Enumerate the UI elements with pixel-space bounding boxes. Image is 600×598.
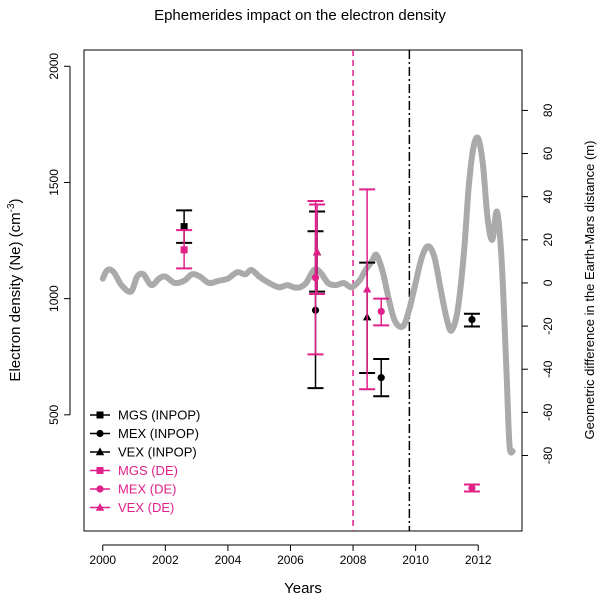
y-right-tick-label: 80 xyxy=(541,103,555,117)
y-right-tick-label: -80 xyxy=(541,447,555,465)
legend: MGS (INPOP) MEX (INPOP) VEX (INPOP) MGS (DE… xyxy=(90,408,200,515)
legend-marker xyxy=(96,467,104,474)
y-left-tick-label: 1500 xyxy=(47,169,61,196)
x-tick-label: 2010 xyxy=(402,553,429,567)
point-vex-de xyxy=(362,284,372,293)
x-axis: 2000 2002 2004 2006 2008 2010 2012 xyxy=(89,544,492,567)
point-vex-de xyxy=(312,247,322,256)
legend-label: VEX (INPOP) xyxy=(118,445,197,460)
y-right-tick-label: 60 xyxy=(541,147,555,161)
legend-label: VEX (DE) xyxy=(118,500,174,515)
y-left-tick-label: 500 xyxy=(47,404,61,424)
y-right-tick-label: 20 xyxy=(541,233,555,247)
point-mgs-de xyxy=(180,246,188,254)
y-left-tick-label: 1000 xyxy=(47,285,61,312)
legend-label: MEX (INPOP) xyxy=(118,426,199,441)
legend-label: MGS (DE) xyxy=(118,463,178,478)
x-tick-label: 2002 xyxy=(152,553,179,567)
x-tick-label: 2008 xyxy=(340,553,367,567)
legend-marker xyxy=(96,429,104,438)
x-tick-label: 2004 xyxy=(215,553,242,567)
point-mex-de xyxy=(377,307,385,316)
point-mex-de xyxy=(311,274,320,282)
point-mgs-inpop xyxy=(180,223,188,231)
x-axis-label: Years xyxy=(284,580,322,597)
x-tick-label: 2012 xyxy=(465,553,492,567)
y-right-tick-label: -20 xyxy=(541,317,555,335)
point-mex-inpop xyxy=(377,374,385,382)
y-right-tick-label: -60 xyxy=(541,403,555,421)
y-axis-right-label: Geometric difference in the Earth-Mars d… xyxy=(582,141,597,440)
y-axis-left: 500 1000 1500 2000 xyxy=(47,53,71,425)
legend-marker xyxy=(95,503,105,511)
y-left-tick-label: 2000 xyxy=(47,53,61,80)
x-tick-label: 2000 xyxy=(89,553,116,567)
x-tick-label: 2006 xyxy=(277,553,304,567)
data-points xyxy=(176,188,480,493)
legend-marker xyxy=(96,485,104,493)
legend-label: MEX (DE) xyxy=(118,482,177,497)
point-mex-inpop xyxy=(468,315,476,324)
geometric-difference-curve xyxy=(99,134,516,456)
y-axis-right: -80 -60 -40 -20 0 20 40 60 80 xyxy=(521,103,555,465)
legend-marker xyxy=(95,447,105,456)
legend-marker xyxy=(96,411,104,419)
y-right-tick-label: 0 xyxy=(541,279,555,286)
legend-label: MGS (INPOP) xyxy=(118,408,200,423)
chart-title: Ephemerides impact on the electron densi… xyxy=(154,7,446,24)
y-right-tick-label: -40 xyxy=(541,360,555,378)
vertical-reference-lines xyxy=(352,50,411,531)
point-mex-de xyxy=(468,484,476,492)
y-right-tick-label: 40 xyxy=(541,190,555,204)
y-axis-left-label: Electron density (Ne) (cm-3) xyxy=(6,198,24,381)
